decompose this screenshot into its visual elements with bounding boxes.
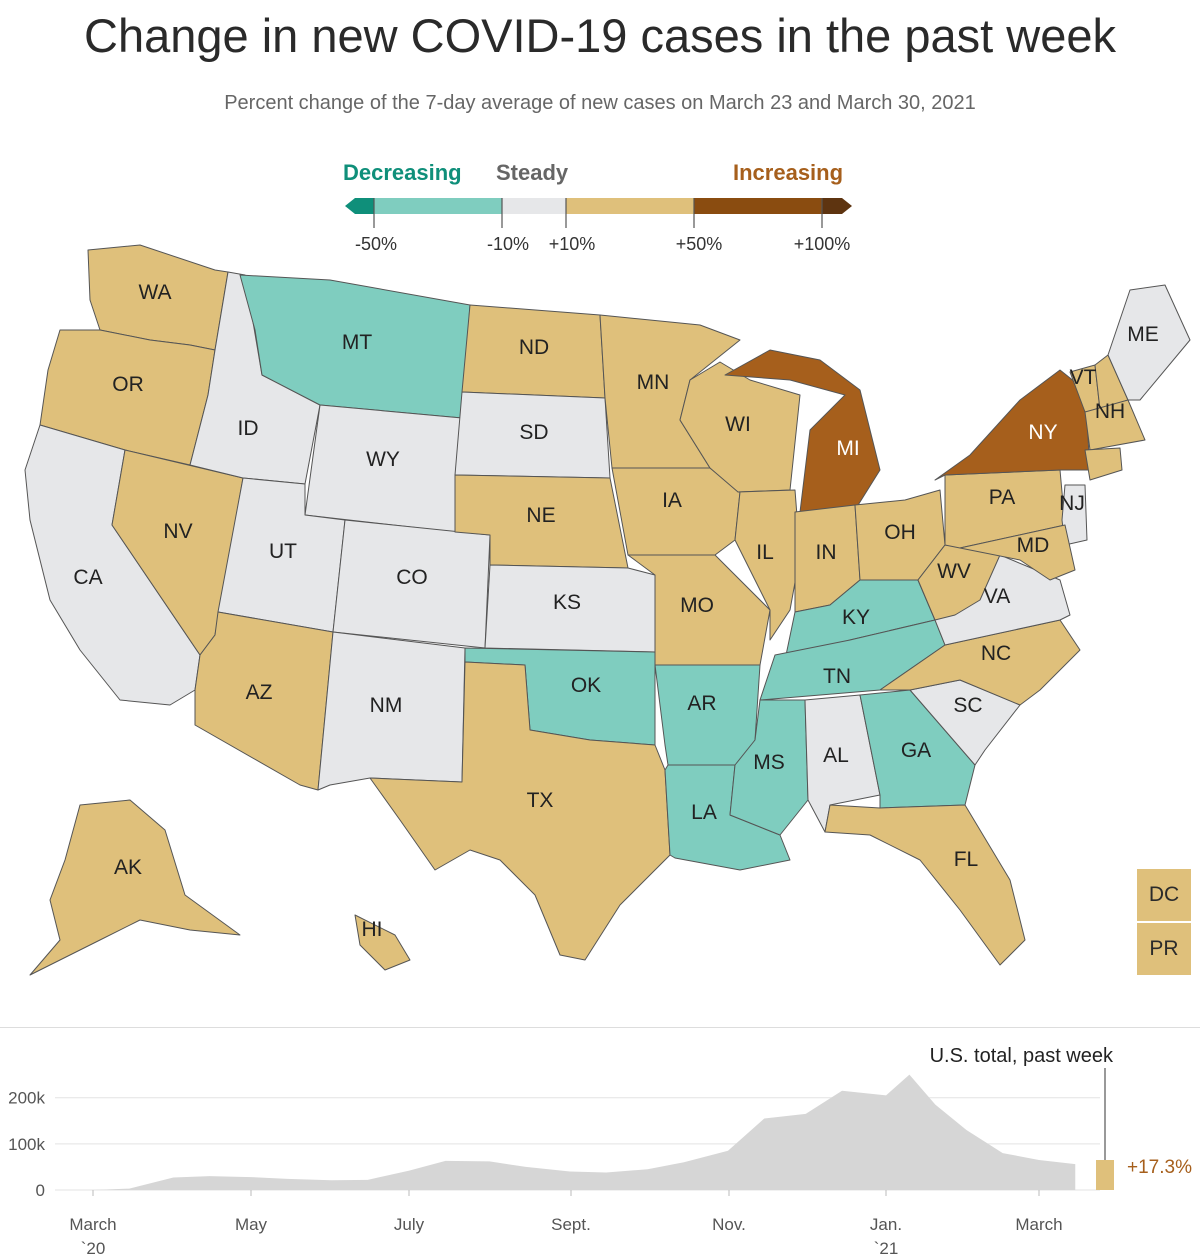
legend-swatch-strong-decrease	[345, 198, 374, 214]
state-nj[interactable]	[1061, 484, 1088, 546]
state-label-wa: WA	[138, 281, 171, 304]
state-label-ny: NY	[1028, 421, 1057, 444]
state-label-ky: KY	[842, 606, 870, 629]
state-label-ca: CA	[73, 566, 102, 589]
state-label-mo: MO	[680, 594, 714, 617]
state-label-mt: MT	[342, 331, 372, 354]
legend-swatch-decrease	[374, 198, 502, 214]
state-label-sc: SC	[953, 694, 982, 717]
state-label-nj: NJ	[1059, 492, 1085, 515]
past-week-highlight	[1096, 1160, 1114, 1190]
state-label-pa: PA	[989, 486, 1015, 509]
legend-tick-label: -10%	[486, 234, 530, 254]
x-tick-label: Nov.	[712, 1215, 746, 1234]
divider	[0, 1027, 1200, 1028]
state-label-ia: IA	[662, 489, 682, 512]
state-label-la: LA	[691, 801, 717, 824]
x-tick-label: March	[69, 1215, 116, 1234]
state-label-oh: OH	[884, 521, 916, 544]
state-label-sd: SD	[519, 421, 548, 444]
state-label-ms: MS	[753, 751, 785, 774]
state-label-hi: HI	[362, 918, 383, 941]
state-label-mi: MI	[836, 437, 859, 460]
us-state-map: WA OR CA NV ID MT WY UT CO AZ NM ND SD NE KS OK TX MN IA MO…	[24, 244, 1191, 976]
x-tick-label: Jan.	[870, 1215, 902, 1234]
state-label-az: AZ	[246, 681, 273, 704]
state-label-co: CO	[396, 566, 428, 589]
state-label-me: ME	[1127, 323, 1159, 346]
legend-swatch-very-strong-increase	[822, 198, 852, 214]
annotation-label: U.S. total, past week	[930, 1045, 1114, 1067]
state-label-va: VA	[984, 585, 1010, 608]
y-tick-label: 0	[36, 1181, 45, 1200]
pr-box[interactable]: PR	[1136, 922, 1192, 976]
x-tick-year-label: `21	[874, 1239, 899, 1258]
us-total-area	[93, 1074, 1076, 1190]
state-tx[interactable]	[369, 661, 671, 961]
state-label-md: MD	[1017, 534, 1050, 557]
state-label-tx: TX	[527, 789, 554, 812]
x-tick-label: Sept.	[551, 1215, 591, 1234]
state-fl[interactable]	[824, 804, 1026, 966]
page-title: Change in new COVID-19 cases in the past…	[84, 9, 1116, 62]
state-label-ar: AR	[687, 692, 716, 715]
state-label-mn: MN	[637, 371, 670, 394]
state-ak[interactable]	[29, 799, 241, 976]
state-label-fl: FL	[954, 848, 979, 871]
state-label-nh: NH	[1095, 400, 1125, 423]
change-label: +17.3%	[1127, 1157, 1192, 1178]
state-label-nd: ND	[519, 336, 549, 359]
y-tick-label: 200k	[8, 1089, 45, 1108]
x-tick-year-label: `20	[81, 1239, 106, 1258]
legend-tick-label: +50%	[675, 234, 723, 254]
legend-tick-label: +10%	[548, 234, 596, 254]
state-label-wy: WY	[366, 448, 400, 471]
legend-swatch-strong-increase	[694, 198, 822, 214]
state-label-ut: UT	[269, 540, 297, 563]
state-label-ak: AK	[114, 856, 142, 879]
state-ma[interactable]	[1084, 399, 1146, 451]
us-total-area-chart: 200k 100k 0 March `20 May July Sept. Nov. Jan. `2…	[8, 1045, 1192, 1258]
state-label-ne: NE	[526, 504, 555, 527]
state-label-vt: VT	[1070, 366, 1097, 389]
state-label-nc: NC	[981, 642, 1011, 665]
dc-box[interactable]: DC	[1136, 868, 1192, 922]
y-tick-label: 100k	[8, 1135, 45, 1154]
x-tick-label: May	[235, 1215, 268, 1234]
x-tick-label: July	[394, 1215, 425, 1234]
state-label-wi: WI	[725, 413, 751, 436]
state-label-al: AL	[823, 744, 849, 767]
state-md[interactable]	[959, 524, 1076, 581]
state-hi[interactable]	[354, 914, 411, 971]
state-label-id: ID	[238, 417, 259, 440]
state-label-nm: NM	[370, 694, 403, 717]
legend-swatch-increase	[566, 198, 694, 214]
legend-tick-label: -50%	[354, 234, 398, 254]
state-label-tn: TN	[823, 665, 851, 688]
legend-swatch-steady	[502, 198, 566, 214]
state-label-or: OR	[112, 373, 144, 396]
state-label-ga: GA	[901, 739, 931, 762]
state-label-wv: WV	[937, 560, 971, 583]
x-tick-label: March	[1015, 1215, 1062, 1234]
legend-tick-label: +100%	[793, 234, 851, 254]
legend-color-bar	[345, 198, 852, 228]
state-label-ks: KS	[553, 591, 581, 614]
state-ny[interactable]	[934, 369, 1091, 481]
state-ct[interactable]	[1084, 447, 1123, 481]
page-subtitle: Percent change of the 7-day average of n…	[224, 92, 976, 114]
legend-decreasing-label: Decreasing	[343, 160, 462, 185]
legend-steady-label: Steady	[496, 160, 569, 185]
state-label-il: IL	[756, 541, 774, 564]
legend-increasing-label: Increasing	[733, 160, 844, 185]
state-label-ok: OK	[571, 674, 601, 697]
state-label-nv: NV	[163, 520, 192, 543]
state-ar[interactable]	[654, 664, 761, 766]
state-label-in: IN	[816, 541, 837, 564]
